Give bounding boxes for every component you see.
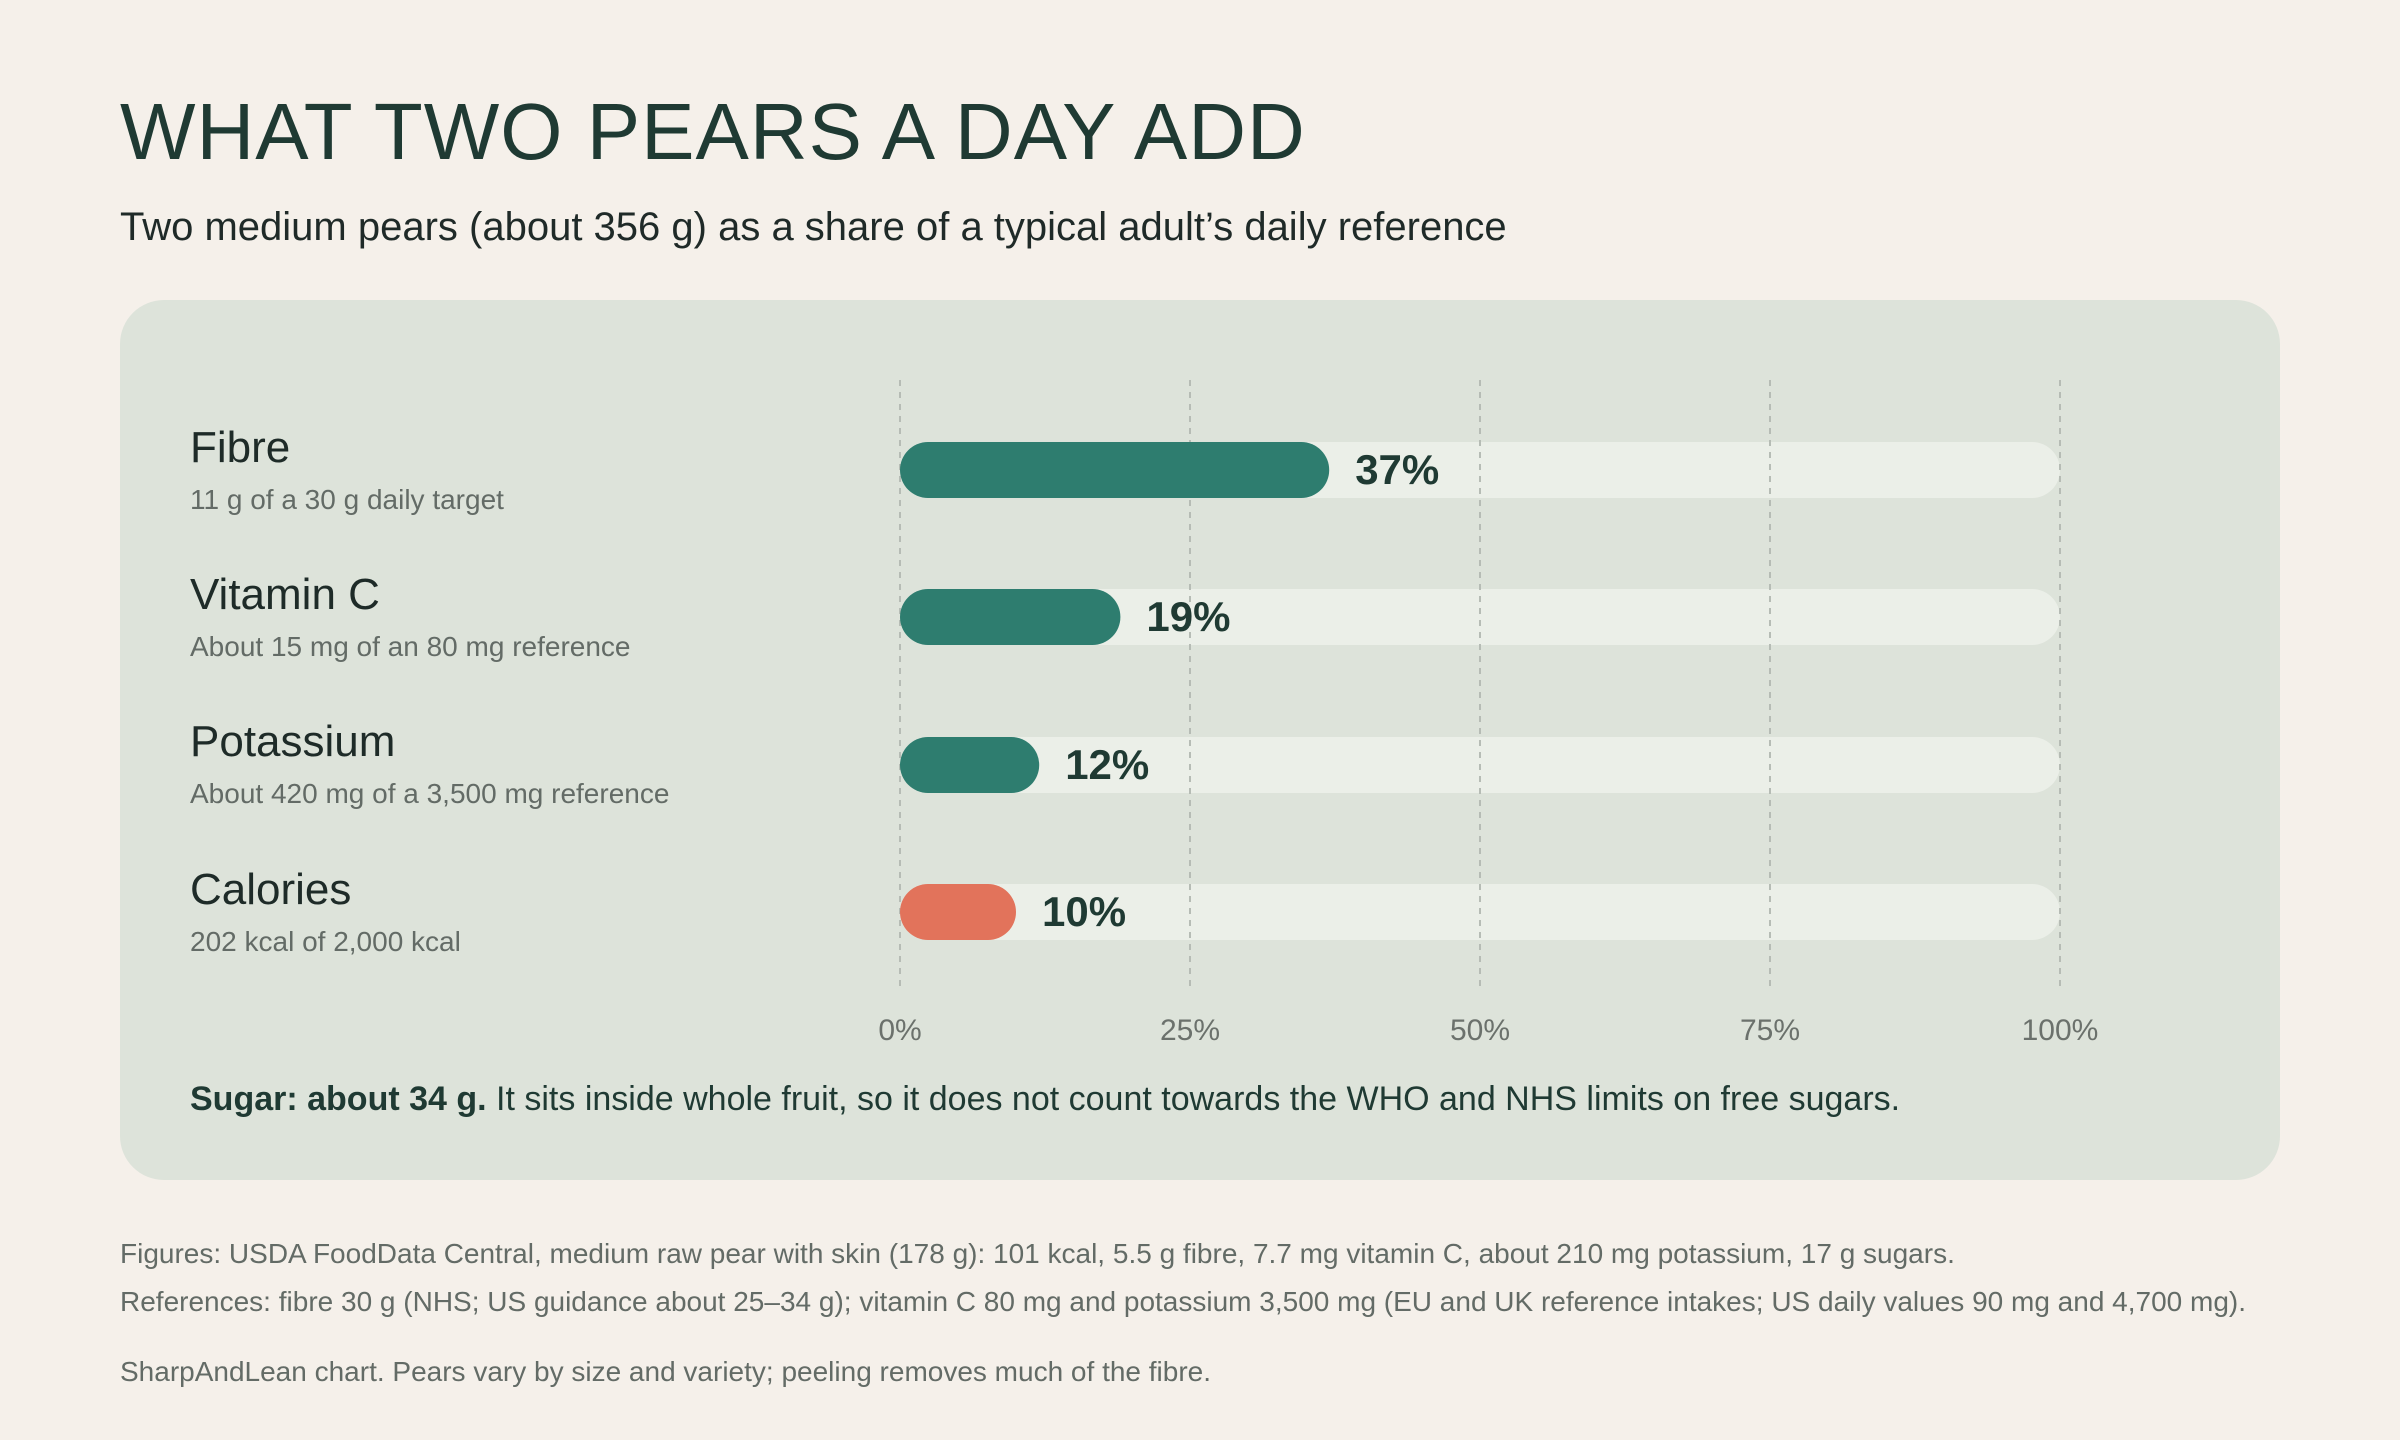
category-name: Fibre: [190, 423, 291, 472]
bar: [900, 884, 1016, 940]
tick-label: 75%: [1740, 1014, 1800, 1047]
category-description: About 420 mg of a 3,500 mg reference: [190, 778, 670, 809]
category-name: Potassium: [190, 717, 396, 766]
page-subtitle: Two medium pears (about 356 g) as a shar…: [120, 205, 1507, 249]
category-name: Calories: [190, 865, 352, 914]
row-label-vitamin-c: Vitamin C About 15 mg of an 80 mg refere…: [190, 573, 631, 661]
row-label-potassium: Potassium About 420 mg of a 3,500 mg ref…: [190, 720, 669, 808]
bar: [900, 589, 1121, 645]
category-description: 202 kcal of 2,000 kcal: [190, 926, 461, 957]
row-label-fibre: Fibre 11 g of a 30 g daily target: [190, 426, 504, 514]
footer-credit: SharpAndLean chart. Pears vary by size a…: [120, 1356, 1212, 1387]
tick-label: 0%: [878, 1014, 921, 1047]
value-label: 10%: [1042, 888, 1126, 935]
sugar-note: Sugar: about 34 g. It sits inside whole …: [190, 1080, 1900, 1119]
bar-track: [900, 589, 2060, 645]
bar: [900, 442, 1330, 498]
footer-figures: Figures: USDA FoodData Central, medium r…: [120, 1238, 1955, 1269]
page-title: WHAT TWO PEARS A DAY ADD: [120, 87, 1306, 176]
sugar-note-bold: Sugar: about 34 g.: [190, 1080, 487, 1118]
sugar-note-text: It sits inside whole fruit, so it does n…: [486, 1080, 1901, 1118]
row-label-calories: Calories 202 kcal of 2,000 kcal: [190, 868, 461, 956]
bar-chart: 37% 19% 12% 10% 0% 25% 50% 75% 100%: [878, 380, 2099, 1047]
category-description: About 15 mg of an 80 mg reference: [190, 631, 631, 662]
value-label: 19%: [1146, 593, 1230, 640]
category-name: Vitamin C: [190, 570, 380, 619]
footer-references: References: fibre 30 g (NHS; US guidance…: [120, 1286, 2247, 1317]
chart-panel: 37% 19% 12% 10% 0% 25% 50% 75% 100% Fibre 11 g o…: [120, 300, 2280, 1180]
tick-label: 50%: [1450, 1014, 1510, 1047]
value-label: 12%: [1065, 741, 1149, 788]
value-label: 37%: [1355, 446, 1439, 493]
tick-label: 100%: [2022, 1014, 2099, 1047]
category-description: 11 g of a 30 g daily target: [190, 484, 504, 515]
tick-label: 25%: [1160, 1014, 1220, 1047]
bar: [900, 737, 1040, 793]
